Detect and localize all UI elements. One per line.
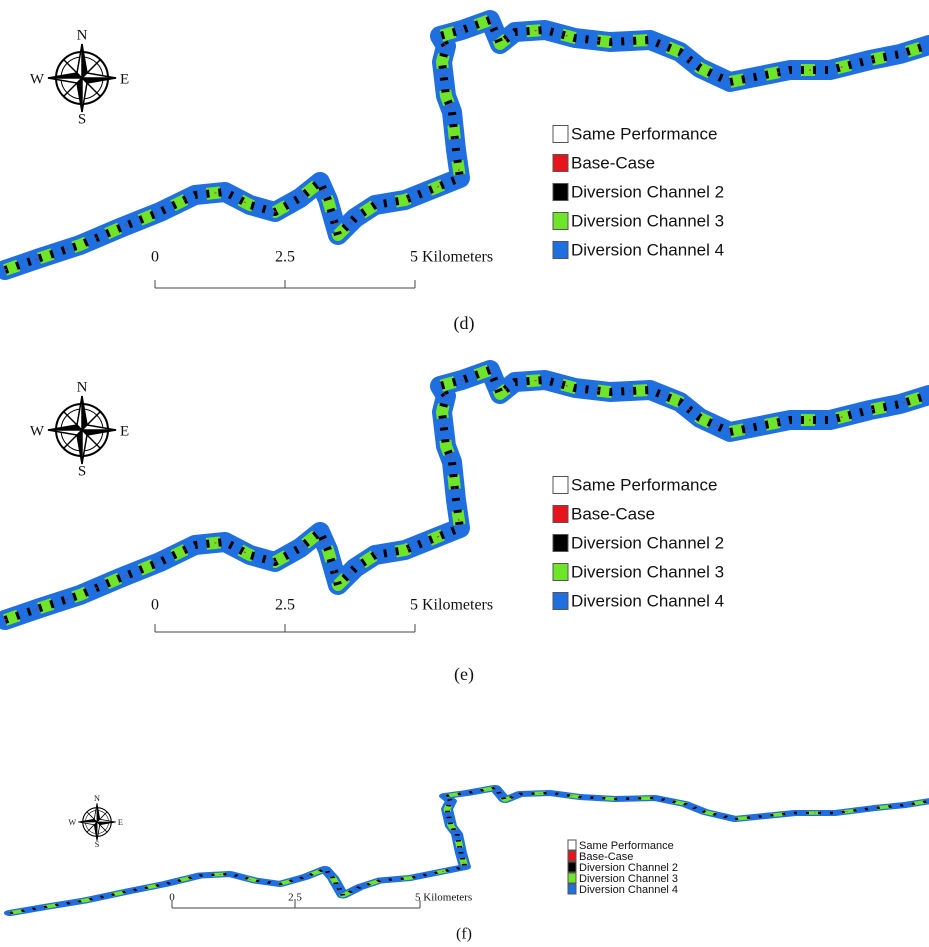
scale-label: 0 bbox=[151, 249, 159, 266]
legend-label: Diversion Channel 3 bbox=[571, 211, 724, 230]
panel-caption: (d) bbox=[454, 313, 475, 334]
legend-label: Diversion Channel 4 bbox=[571, 240, 724, 259]
legend-label: Diversion Channel 3 bbox=[571, 562, 724, 581]
compass-letter: W bbox=[30, 71, 45, 87]
legend-label: Same Performance bbox=[571, 124, 717, 143]
compass-letter: S bbox=[95, 840, 100, 849]
map-panel: N S E W Same Performance Base-Case Diversion C… bbox=[5, 370, 929, 685]
legend-swatch bbox=[568, 884, 576, 894]
river-black bbox=[5, 20, 929, 270]
legend-swatch bbox=[568, 862, 576, 872]
compass-letter: E bbox=[118, 818, 123, 827]
compass: N S E W bbox=[30, 379, 129, 479]
legend-swatch bbox=[553, 155, 568, 172]
river-green bbox=[5, 20, 929, 270]
legend-swatch bbox=[553, 593, 568, 610]
panel-caption: (e) bbox=[454, 664, 474, 685]
legend-label: Diversion Channel 4 bbox=[579, 884, 678, 896]
scale-label: 5 Kilometers bbox=[410, 597, 493, 614]
compass-letter: E bbox=[120, 71, 129, 87]
compass-letter: N bbox=[77, 379, 88, 395]
legend-swatch bbox=[553, 506, 568, 523]
compass: N S E W bbox=[30, 27, 129, 127]
legend-label: Diversion Channel 4 bbox=[571, 591, 724, 610]
legend-swatch bbox=[568, 873, 576, 883]
legend-label: Diversion Channel 2 bbox=[571, 182, 724, 201]
river-green bbox=[5, 370, 929, 620]
river-black bbox=[5, 370, 929, 620]
scale-label: 2.5 bbox=[275, 249, 295, 266]
compass-letter: W bbox=[68, 818, 76, 827]
legend-swatch bbox=[568, 840, 576, 850]
figure: N S E W Same Performance Base-Case Diversion C… bbox=[0, 0, 929, 947]
legend-swatch bbox=[553, 477, 568, 494]
legend-swatch bbox=[553, 126, 568, 143]
scale-label: 0 bbox=[151, 597, 159, 614]
river-base bbox=[5, 20, 929, 270]
scale-label: 5 Kilometers bbox=[415, 892, 472, 904]
legend-swatch bbox=[553, 535, 568, 552]
legend-swatch bbox=[553, 564, 568, 581]
compass-letter: N bbox=[77, 27, 88, 43]
river-red bbox=[5, 20, 929, 270]
river-map bbox=[5, 370, 929, 620]
legend-swatch bbox=[553, 213, 568, 230]
scale-label: 2.5 bbox=[275, 597, 295, 614]
river-red bbox=[5, 370, 929, 620]
map-panel: N S E W Same Performance Base-Case Diversion C… bbox=[5, 20, 929, 334]
legend-label: Base-Case bbox=[571, 504, 655, 523]
compass-letter: W bbox=[30, 423, 45, 439]
legend-swatch bbox=[553, 184, 568, 201]
compass-letter: S bbox=[78, 463, 86, 479]
scale-label: 5 Kilometers bbox=[410, 249, 493, 266]
river-base bbox=[5, 370, 929, 620]
river-map bbox=[5, 20, 929, 270]
legend-label: Same Performance bbox=[571, 475, 717, 494]
panel-caption: (f) bbox=[456, 926, 472, 943]
legend-swatch bbox=[553, 242, 568, 259]
compass: N S E W bbox=[68, 794, 123, 849]
legend-swatch bbox=[568, 851, 576, 861]
legend-label: Diversion Channel 2 bbox=[571, 533, 724, 552]
legend-label: Base-Case bbox=[571, 153, 655, 172]
compass-letter: S bbox=[78, 111, 86, 127]
compass-letter: E bbox=[120, 423, 129, 439]
compass-letter: N bbox=[94, 794, 100, 803]
